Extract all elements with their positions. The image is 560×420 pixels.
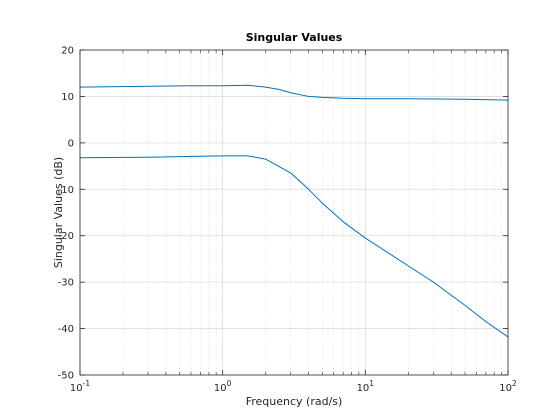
minor-grid	[122, 50, 502, 375]
chart-title: Singular Values	[246, 31, 343, 44]
y-tick-label: -20	[58, 231, 74, 242]
axes-box	[79, 49, 509, 376]
axes-background	[80, 50, 508, 375]
y-tick-label: -10	[58, 185, 74, 196]
x-tick-label: 101	[357, 379, 375, 394]
y-axis-label: Singular Values (dB)	[52, 157, 65, 268]
y-tick-label: -40	[58, 324, 74, 335]
y-tick-label: 10	[61, 92, 74, 103]
y-tick-labels: 20 10 0 -10 -20 -30 -40 -50	[58, 46, 74, 382]
y-tick-label: -30	[58, 278, 74, 289]
y-tick-label: 0	[68, 138, 74, 149]
x-tick-labels: 10-1 100 101 102	[70, 379, 517, 394]
singular-value-line-2	[79, 155, 509, 338]
plot-area	[79, 49, 509, 376]
y-tick-label: -50	[58, 371, 74, 382]
y-tick-label: 20	[61, 46, 74, 57]
series-layer	[79, 84, 509, 338]
x-tick-label: 100	[214, 379, 232, 394]
tick-marks	[79, 49, 509, 376]
x-tick-label: 102	[499, 379, 517, 394]
x-axis-label: Frequency (rad/s)	[246, 395, 343, 408]
x-tick-label: 10-1	[70, 379, 90, 394]
singular-value-line-1	[79, 84, 509, 101]
